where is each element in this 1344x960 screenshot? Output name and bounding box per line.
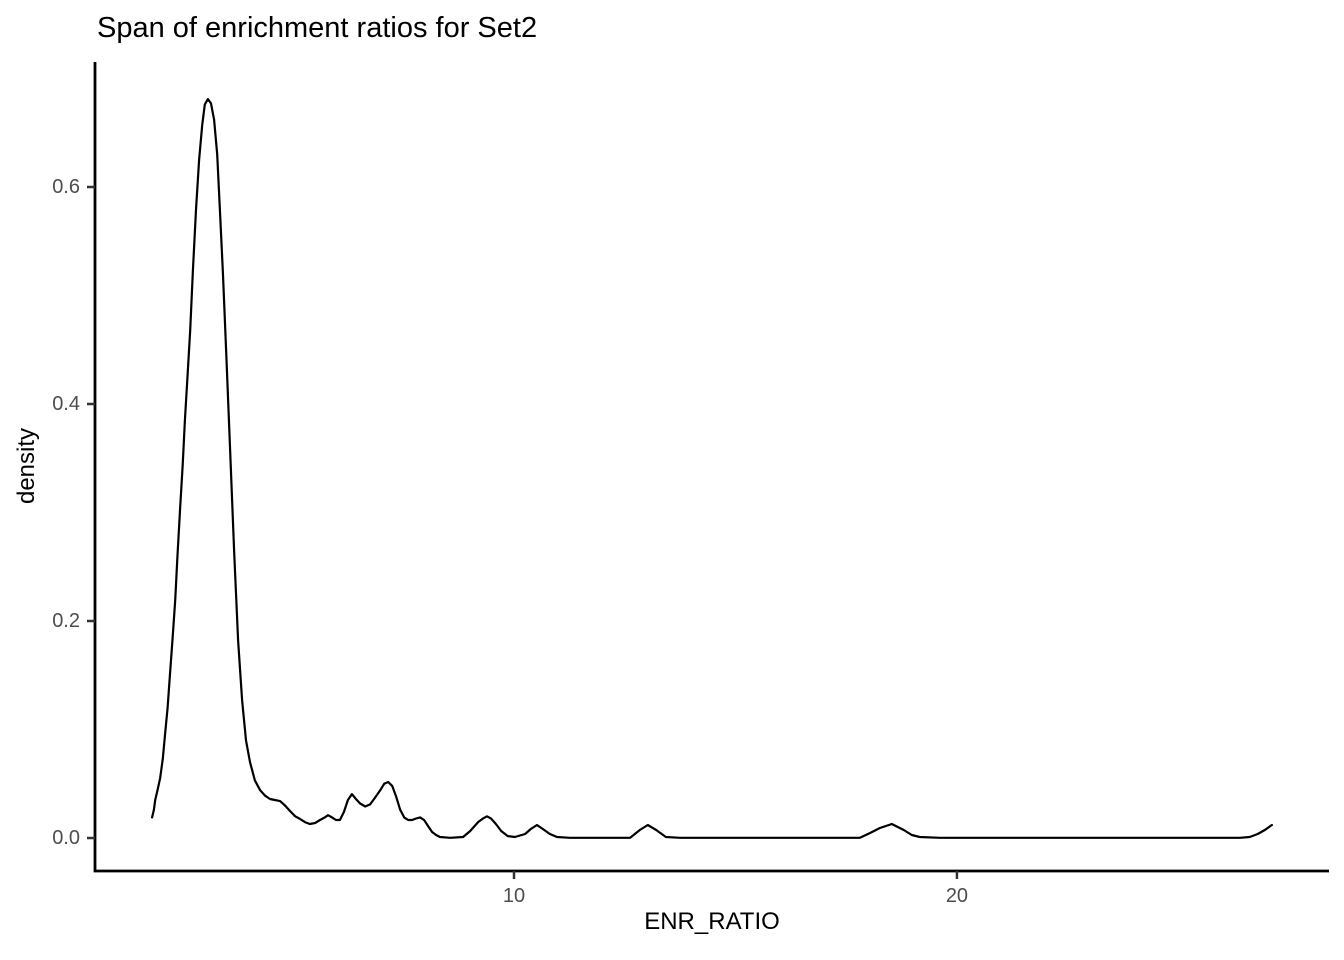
axis-lines (93, 62, 1329, 873)
y-tick-label: 0.4 (52, 393, 80, 415)
y-axis-title: density (13, 427, 40, 505)
x-axis-title: ENR_RATIO (644, 908, 780, 935)
y-tick-label: 0.2 (52, 610, 80, 632)
y-tick-label: 0.0 (52, 827, 80, 849)
x-tick-label: 20 (945, 885, 969, 907)
y-axis-tick-marks (87, 185, 95, 840)
chart-title: Span of enrichment ratios for Set2 (97, 12, 538, 44)
y-tick-label: 0.6 (52, 175, 80, 198)
x-tick-label: 10 (502, 885, 526, 907)
x-axis-tick-marks (512, 871, 959, 879)
density-curve (151, 98, 1273, 839)
